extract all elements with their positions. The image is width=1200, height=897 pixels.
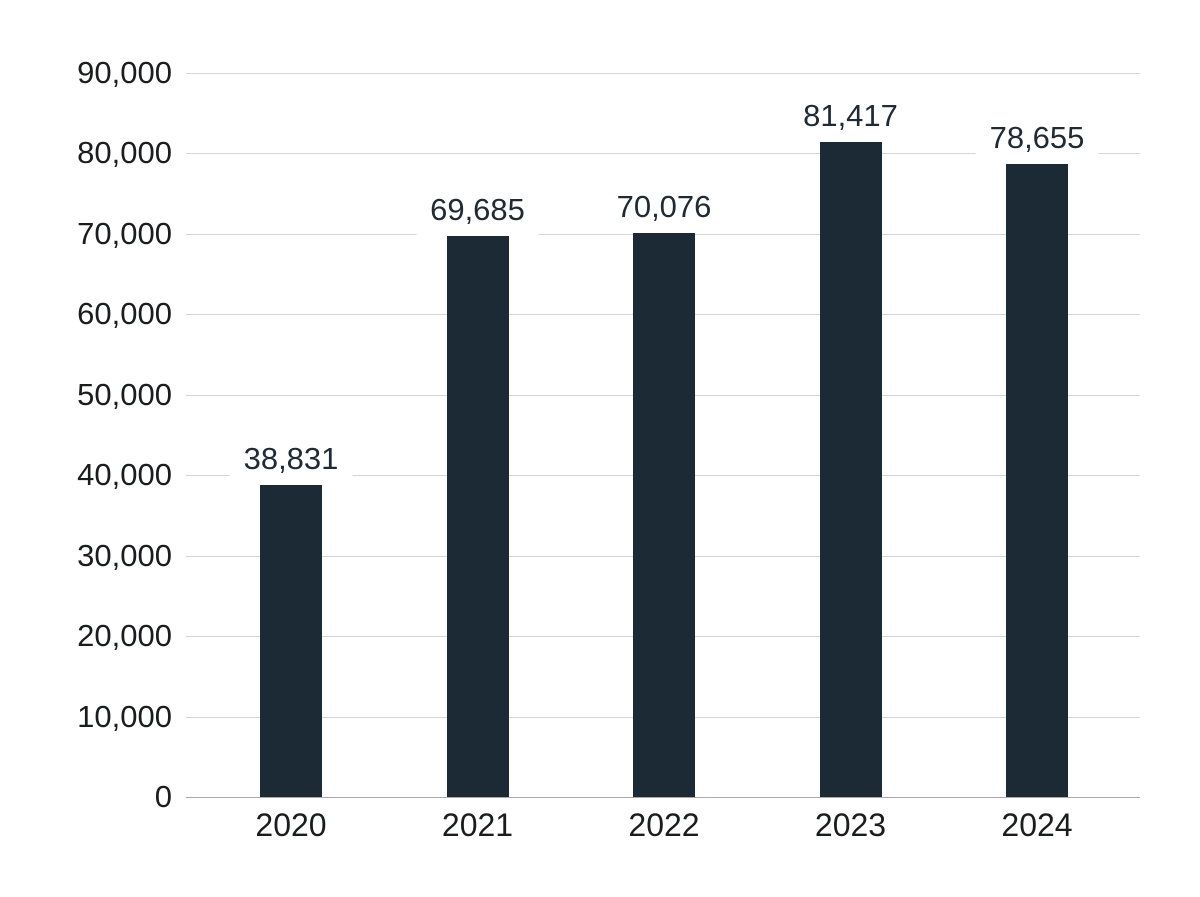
bar xyxy=(1006,164,1068,797)
bar xyxy=(446,236,509,797)
bar-value-label: 81,417 xyxy=(789,98,912,143)
x-axis-line xyxy=(186,797,1140,798)
y-tick-label: 90,000 xyxy=(77,55,172,90)
bar-value-label: 70,076 xyxy=(602,189,726,234)
x-tick-label: 2024 xyxy=(1001,807,1073,843)
y-tick-label: 40,000 xyxy=(77,457,172,493)
x-tick-label: 2020 xyxy=(255,807,327,843)
y-tick-label: 60,000 xyxy=(77,296,172,332)
y-tick-label: 10,000 xyxy=(77,698,172,734)
x-tick-label: 2022 xyxy=(628,807,700,843)
bar xyxy=(633,233,695,797)
gridline xyxy=(186,73,1140,74)
y-tick-label: 0 xyxy=(154,779,172,814)
bar-value-label: 38,831 xyxy=(229,440,353,485)
y-tick-label: 30,000 xyxy=(77,537,172,573)
y-tick-label: 80,000 xyxy=(77,135,172,171)
bar-value-label: 69,685 xyxy=(416,192,539,237)
bar xyxy=(819,142,882,797)
y-tick-label: 20,000 xyxy=(77,618,172,654)
y-tick-label: 50,000 xyxy=(77,376,172,412)
x-tick-label: 2021 xyxy=(441,807,514,843)
bar xyxy=(260,484,322,797)
y-tick-label: 70,000 xyxy=(77,215,172,251)
bar-value-label: 78,655 xyxy=(975,120,1099,165)
gridline xyxy=(186,153,1140,155)
x-tick-label: 2023 xyxy=(814,807,887,843)
